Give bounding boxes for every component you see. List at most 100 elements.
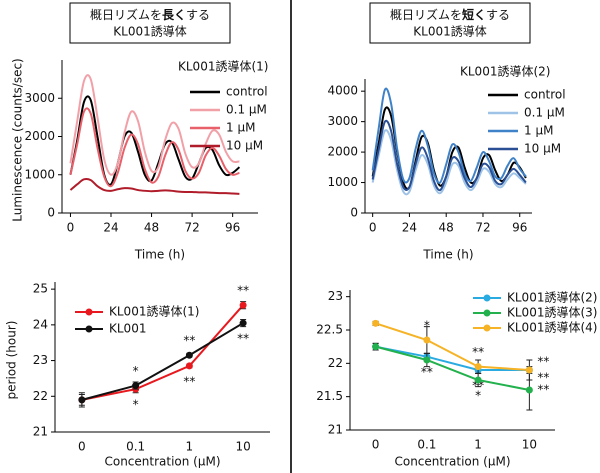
series-line xyxy=(81,322,244,401)
header-line: 概日リズムを長くする xyxy=(90,7,210,22)
header-part: 長く xyxy=(162,7,186,22)
legend-label: KL001 xyxy=(109,322,146,336)
header-box xyxy=(69,2,231,44)
header-part: する xyxy=(186,8,210,22)
series-line xyxy=(81,304,244,401)
significance: ** xyxy=(237,332,249,346)
x-tick-label: 1 xyxy=(186,440,194,454)
legend-label: control xyxy=(226,85,268,99)
significance: ** xyxy=(472,345,484,359)
data-point xyxy=(525,386,533,394)
y-tick-label: 22.5 xyxy=(316,323,343,337)
y-tick-label: 3000 xyxy=(327,114,358,128)
x-tick-label: 24 xyxy=(103,221,118,235)
significance: ** xyxy=(237,284,249,298)
data-point xyxy=(423,356,431,364)
x-tick-label: 48 xyxy=(144,221,159,235)
legend-label: 1 μM xyxy=(524,124,553,138)
x-axis-title: Time (h) xyxy=(422,248,473,262)
data-point xyxy=(372,319,380,327)
x-tick-label: 72 xyxy=(184,221,199,235)
significance: ** xyxy=(537,371,549,385)
data-point xyxy=(185,362,193,370)
y-tick-label: 23 xyxy=(328,289,343,303)
x-tick-label: 48 xyxy=(439,221,454,235)
x-axis-title: Concentration (μM) xyxy=(394,455,510,469)
header-line: 概日リズムを短くする xyxy=(390,7,510,22)
header-part: 概日リズムを xyxy=(390,7,462,22)
y-tick-label: 1000 xyxy=(24,167,55,181)
y-tick-label: 22 xyxy=(33,389,48,403)
data-point xyxy=(525,366,533,374)
legend-label: 10 μM xyxy=(524,142,561,156)
x-tick-label: 0.1 xyxy=(126,440,145,454)
header-part: 短く xyxy=(462,7,486,22)
data-point xyxy=(78,396,86,404)
y-tick-label: 24 xyxy=(33,317,48,331)
legend-label: 0.1 μM xyxy=(524,106,565,120)
x-tick-label: 0.1 xyxy=(417,438,436,452)
significance: * xyxy=(424,319,430,333)
legend-marker xyxy=(85,325,93,333)
y-tick-label: 4000 xyxy=(327,84,358,98)
x-tick-label: 96 xyxy=(512,221,527,235)
data-point xyxy=(239,319,247,327)
data-point xyxy=(474,363,482,371)
data-point xyxy=(239,301,247,309)
series-line xyxy=(69,107,240,188)
x-tick-label: 0 xyxy=(67,221,75,235)
y-axis-title: Luminescence (counts/sec) xyxy=(11,58,25,221)
header-part: する xyxy=(486,8,510,22)
y-tick-label: 0 xyxy=(350,206,358,220)
legend-label: 1 μM xyxy=(226,121,255,135)
significance: * xyxy=(133,398,139,412)
legend-label: 10 μM xyxy=(226,139,263,153)
significance: ** xyxy=(183,334,195,348)
data-point xyxy=(423,336,431,344)
legend-marker xyxy=(483,294,491,302)
series-line xyxy=(375,345,530,371)
header-line: KL001誘導体 xyxy=(413,25,486,39)
series-line xyxy=(69,74,240,176)
legend-marker xyxy=(483,309,491,317)
series-line xyxy=(371,119,527,192)
data-point xyxy=(372,343,380,351)
legend-label: control xyxy=(524,88,566,102)
x-tick-label: 10 xyxy=(235,440,250,454)
y-tick-label: 21.5 xyxy=(316,389,343,403)
data-point xyxy=(185,351,193,359)
y-tick-label: 22 xyxy=(328,356,343,370)
series-line xyxy=(69,95,241,186)
y-tick-label: 2000 xyxy=(24,129,55,143)
significance: ** xyxy=(421,365,433,379)
significance: ** xyxy=(183,374,195,388)
y-tick-label: 3000 xyxy=(24,91,55,105)
legend-label: KL001誘導体(2) xyxy=(507,291,597,305)
y-tick-label: 21 xyxy=(328,423,343,437)
legend-label: KL001誘導体(1) xyxy=(109,305,199,319)
x-tick-label: 0 xyxy=(372,438,380,452)
significance: * xyxy=(475,389,481,403)
x-tick-label: 0 xyxy=(78,440,86,454)
data-point xyxy=(474,376,482,384)
x-tick-label: 0 xyxy=(369,221,377,235)
x-tick-label: 10 xyxy=(522,438,537,452)
y-tick-label: 25 xyxy=(33,282,48,296)
legend-marker xyxy=(483,324,491,332)
y-tick-label: 0 xyxy=(47,206,55,220)
header-box xyxy=(369,2,531,44)
data-point xyxy=(132,382,140,390)
x-tick-label: 24 xyxy=(402,221,417,235)
significance: ** xyxy=(537,355,549,369)
legend-marker xyxy=(85,308,93,316)
series-line xyxy=(69,177,240,195)
y-tick-label: 21 xyxy=(33,425,48,439)
x-axis-title: Time (h) xyxy=(134,248,185,262)
y-tick-label: 2000 xyxy=(327,145,358,159)
header-part: 概日リズムを xyxy=(90,7,162,22)
y-tick-label: 23 xyxy=(33,353,48,367)
series-line xyxy=(375,322,530,371)
legend-label: 0.1 μM xyxy=(226,103,267,117)
series-line xyxy=(371,87,527,184)
